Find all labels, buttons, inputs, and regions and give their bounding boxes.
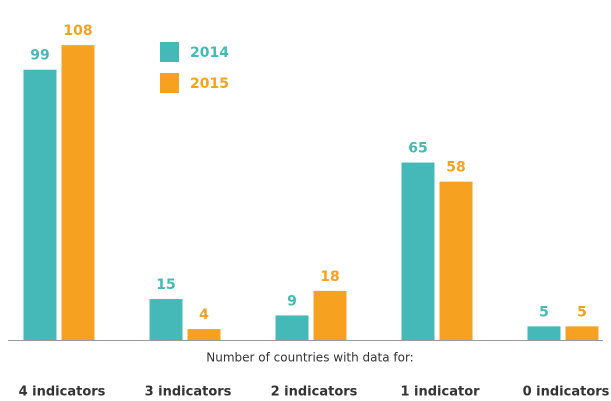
value-label: 5: [539, 304, 549, 320]
bar: [61, 45, 95, 340]
x-tick-label: 3 indicators: [145, 385, 232, 400]
x-tick-label: 0 indicators: [523, 385, 610, 400]
x-axis-label: Number of countries with data for:: [206, 351, 413, 365]
legend-swatch: [160, 42, 179, 62]
bar: [23, 69, 57, 340]
bar: [275, 315, 309, 340]
bar: [439, 181, 473, 340]
value-label: 4: [199, 307, 209, 323]
x-tick-label: 1 indicator: [400, 385, 480, 400]
bar: [187, 329, 221, 340]
x-tick-label: 2 indicators: [271, 385, 358, 400]
value-label: 99: [30, 48, 49, 64]
bar: [149, 299, 183, 340]
x-tick-label: 4 indicators: [19, 385, 106, 400]
legend-label: 2014: [190, 45, 229, 61]
value-label: 58: [446, 160, 465, 176]
value-label: 5: [577, 304, 587, 320]
legend-label: 2015: [190, 76, 229, 92]
value-label: 9: [287, 293, 297, 309]
bar: [565, 326, 599, 340]
value-label: 108: [63, 23, 92, 39]
legend-swatch: [160, 73, 179, 93]
value-label: 65: [408, 141, 427, 157]
bar: [527, 326, 561, 340]
value-label: 15: [156, 277, 175, 293]
value-label: 18: [320, 269, 339, 285]
bar: [401, 162, 435, 340]
bar: [313, 290, 347, 340]
